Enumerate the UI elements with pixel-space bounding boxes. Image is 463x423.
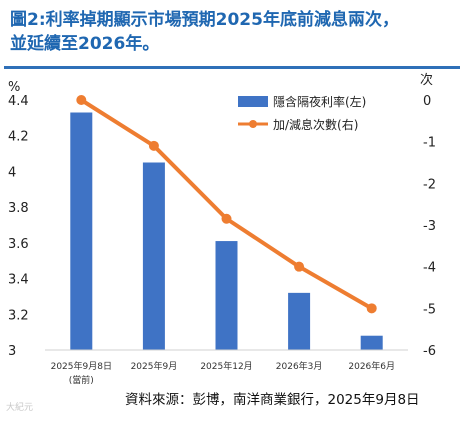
source-note: 資料來源：彭博，南洋商業銀行，2025年9月8日 — [125, 392, 420, 408]
y-left-tick-label: 3.6 — [8, 237, 29, 252]
title-divider — [4, 66, 460, 69]
y-right-tick-label: -5 — [423, 302, 436, 317]
legend-line-label: 加/減息次數(右) — [273, 117, 358, 132]
line-point — [148, 140, 159, 151]
y-right-tick-label: -6 — [423, 344, 436, 359]
y-right-unit: 次 — [420, 72, 433, 88]
y-right-tick-label: -4 — [423, 261, 436, 276]
y-left-tick-label: 3.2 — [8, 308, 29, 323]
y-left-tick-label: 3 — [8, 344, 16, 359]
x-tick-label: 2025年9月 — [131, 360, 178, 372]
bar — [142, 162, 165, 350]
x-tick-label: 2026年6月 — [348, 360, 395, 372]
y-right-tick-label: 0 — [423, 94, 431, 109]
y-left-tick-label: 3.4 — [8, 273, 29, 288]
bar — [215, 241, 238, 350]
x-tick-label: 2026年3月 — [276, 360, 323, 372]
title-line-1: 圖2:利率掉期顯示市場預期2025年底前減息兩次， — [10, 10, 399, 30]
bar — [288, 292, 311, 350]
y-right-tick-label: -3 — [423, 219, 436, 234]
x-tick-label: 2025年12月 — [200, 360, 252, 372]
y-left-tick-label: 4 — [8, 165, 16, 180]
y-right-tick-label: -1 — [423, 136, 436, 151]
y-left-tick-label: 4.2 — [8, 130, 29, 145]
watermark-logo: 大紀元 — [6, 403, 34, 413]
legend-bar-swatch — [238, 96, 268, 107]
legend-bar-label: 隱含隔夜利率(左) — [273, 94, 366, 109]
line-point — [76, 95, 87, 105]
chart-title: 圖2:利率掉期顯示市場預期2025年底前減息兩次， 並延續至2026年。 — [10, 8, 455, 56]
x-tick-sublabel: (當前) — [69, 374, 94, 386]
legend-line-marker — [249, 120, 257, 128]
x-tick-label: 2025年9月8日 — [51, 360, 112, 372]
y-left-unit: % — [8, 80, 20, 95]
title-line-2: 並延續至2026年。 — [10, 34, 160, 54]
y-right-tick-label: -2 — [423, 177, 436, 192]
line-point — [221, 213, 232, 224]
bar — [70, 112, 93, 350]
y-left-tick-label: 3.8 — [8, 201, 29, 216]
bar — [360, 335, 383, 350]
line-point — [294, 261, 305, 272]
y-left-tick-label: 4.4 — [8, 94, 29, 109]
line-point — [366, 303, 377, 314]
